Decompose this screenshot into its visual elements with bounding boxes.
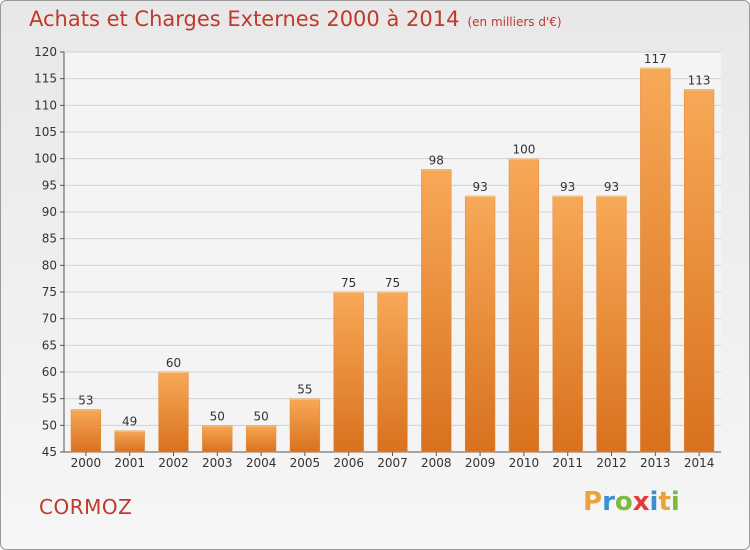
bar-layer <box>70 67 715 453</box>
xtick-label-2014: 2014 <box>684 456 715 470</box>
xtick-label-2006: 2006 <box>333 456 364 470</box>
xtick-label-2011: 2011 <box>552 456 583 470</box>
data-label-2003: 50 <box>210 409 225 423</box>
data-label-2010: 100 <box>512 143 535 157</box>
bar-2002[interactable] <box>158 371 189 453</box>
logo-letter-4: i <box>649 487 659 517</box>
data-label-2014: 113 <box>688 73 711 87</box>
data-label-2002: 60 <box>166 356 181 370</box>
xtick-label-2003: 2003 <box>202 456 233 470</box>
proxiti-logo[interactable]: Proxiti <box>583 487 680 517</box>
chart-title: Achats et Charges Externes 2000 à 2014 (e… <box>29 7 562 31</box>
data-label-2007: 75 <box>385 276 400 290</box>
xtick-label-2009: 2009 <box>465 456 496 470</box>
ytick-label-65: 65 <box>42 338 57 352</box>
logo-letter-3: x <box>632 487 650 517</box>
logo-letter-5: t <box>658 487 671 517</box>
xtick-label-2001: 2001 <box>114 456 145 470</box>
data-label-2008: 98 <box>429 153 444 167</box>
xtick-label-2000: 2000 <box>71 456 102 470</box>
xtick-label-2013: 2013 <box>640 456 671 470</box>
data-label-2009: 93 <box>472 180 487 194</box>
xtick-label-2007: 2007 <box>377 456 408 470</box>
ytick-label-75: 75 <box>42 285 57 299</box>
commune-name: CORMOZ <box>39 495 133 519</box>
xtick-label-2010: 2010 <box>509 456 540 470</box>
data-label-2012: 93 <box>604 180 619 194</box>
ytick-label-100: 100 <box>34 152 57 166</box>
ytick-label-80: 80 <box>42 258 57 272</box>
bar-2007[interactable] <box>377 291 408 453</box>
data-label-2004: 50 <box>253 409 268 423</box>
bar-2003[interactable] <box>202 425 233 453</box>
logo-letter-1: r <box>602 487 615 517</box>
data-label-2001: 49 <box>122 415 137 429</box>
data-label-2000: 53 <box>78 393 93 407</box>
bar-2010[interactable] <box>508 158 540 453</box>
ytick-label-110: 110 <box>34 98 57 112</box>
ytick-label-105: 105 <box>34 125 57 139</box>
xtick-label-2004: 2004 <box>246 456 277 470</box>
ytick-label-45: 45 <box>42 445 57 459</box>
bar-2005[interactable] <box>289 398 321 453</box>
bar-2008[interactable] <box>421 169 452 453</box>
xtick-label-2008: 2008 <box>421 456 452 470</box>
bar-2012[interactable] <box>596 195 627 453</box>
ytick-label-85: 85 <box>42 232 57 246</box>
xtick-label-2005: 2005 <box>290 456 321 470</box>
data-label-2011: 93 <box>560 180 575 194</box>
ytick-label-50: 50 <box>42 418 57 432</box>
logo-letter-0: P <box>583 487 603 517</box>
ytick-label-70: 70 <box>42 312 57 326</box>
chart-unit: (en milliers d'€) <box>467 15 562 29</box>
bar-2000[interactable] <box>70 409 102 453</box>
xtick-label-2012: 2012 <box>596 456 627 470</box>
bar-2011[interactable] <box>552 195 583 453</box>
ytick-label-115: 115 <box>34 72 57 86</box>
ytick-label-90: 90 <box>42 205 57 219</box>
data-label-2005: 55 <box>297 383 312 397</box>
bar-2014[interactable] <box>683 89 715 453</box>
ytick-label-60: 60 <box>42 365 57 379</box>
ytick-label-95: 95 <box>42 178 57 192</box>
label-layer: 2000 53 2001 49 2002 60 2003 50 2004 50 2005 55 2006… <box>71 52 715 470</box>
ytick-label-120: 120 <box>34 45 57 59</box>
logo-letter-6: i <box>670 487 680 517</box>
bar-2004[interactable] <box>245 425 277 453</box>
bar-2006[interactable] <box>333 291 364 453</box>
logo-letter-2: o <box>614 487 633 517</box>
chart-title-text: Achats et Charges Externes 2000 à 2014 <box>29 7 460 31</box>
data-label-2013: 117 <box>644 52 667 66</box>
bar-2009[interactable] <box>464 195 496 453</box>
bar-2013[interactable] <box>640 67 671 453</box>
ytick-label-55: 55 <box>42 392 57 406</box>
bar-2001[interactable] <box>114 430 145 453</box>
data-label-2006: 75 <box>341 276 356 290</box>
xtick-label-2002: 2002 <box>158 456 189 470</box>
